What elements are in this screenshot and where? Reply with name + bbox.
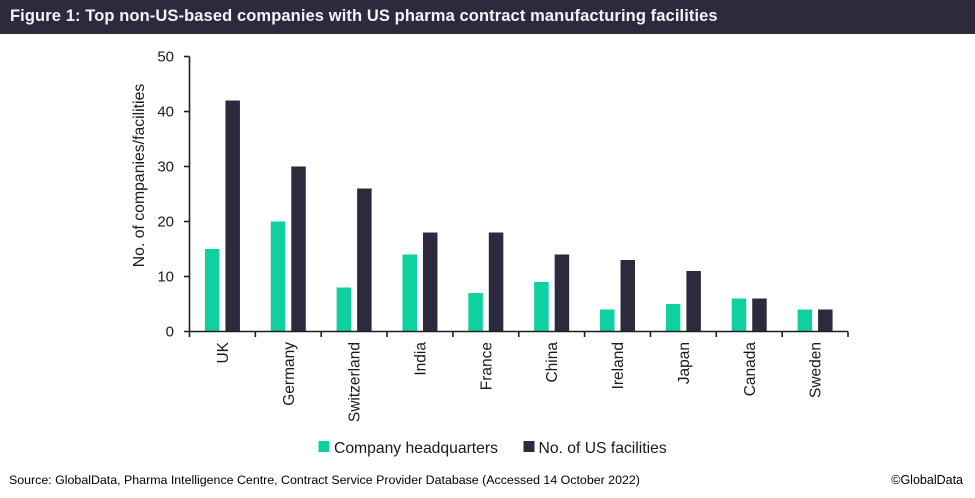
svg-text:UK: UK <box>215 341 232 363</box>
svg-text:No. of US facilities: No. of US facilities <box>539 440 667 457</box>
svg-text:Company headquarters: Company headquarters <box>334 440 498 457</box>
svg-text:40: 40 <box>157 104 174 121</box>
svg-text:Switzerland: Switzerland <box>347 342 364 422</box>
svg-text:Canada: Canada <box>742 342 759 397</box>
svg-text:No. of companies/facilities: No. of companies/facilities <box>131 84 148 268</box>
svg-text:Germany: Germany <box>281 342 298 406</box>
svg-text:20: 20 <box>157 214 174 231</box>
svg-text:Sweden: Sweden <box>808 342 825 398</box>
svg-text:Ireland: Ireland <box>610 342 627 389</box>
svg-text:France: France <box>478 342 495 390</box>
svg-text:China: China <box>544 342 561 383</box>
svg-text:India: India <box>413 342 430 376</box>
svg-text:10: 10 <box>157 269 174 286</box>
svg-text:50: 50 <box>157 49 174 66</box>
svg-text:30: 30 <box>157 159 174 176</box>
svg-text:Japan: Japan <box>676 342 693 384</box>
svg-text:0: 0 <box>166 324 174 341</box>
